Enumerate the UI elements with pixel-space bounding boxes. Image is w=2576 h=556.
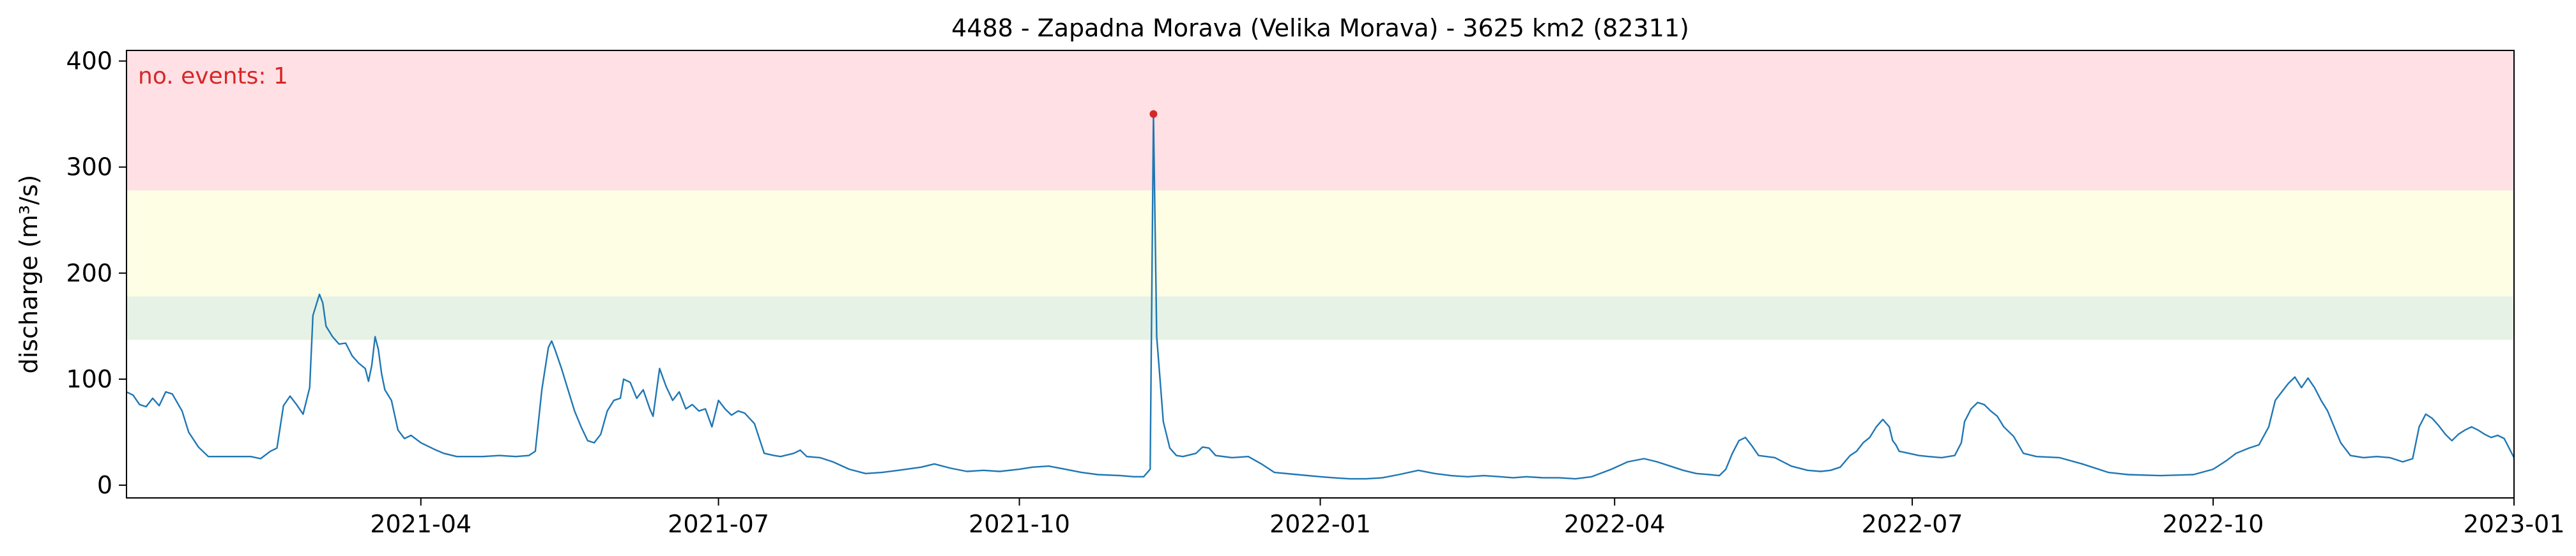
threshold-band-1: [126, 296, 2514, 340]
events-annotation: no. events: 1: [138, 63, 288, 89]
threshold-band-3: [126, 50, 2514, 191]
x-tick-label: 2021-04: [370, 510, 471, 538]
x-tick-label: 2021-07: [668, 510, 769, 538]
chart-title: 4488 - Zapadna Morava (Velika Morava) - …: [951, 14, 1689, 42]
y-axis: 0 100 200 300 400: [66, 47, 126, 499]
x-tick-label: 2023-01: [2464, 510, 2565, 538]
discharge-series: [126, 113, 2515, 480]
y-tick-label: 200: [66, 259, 112, 287]
y-axis-label: discharge (m³/s): [15, 175, 43, 374]
x-tick-label: 2022-01: [1269, 510, 1371, 538]
event-markers: [1149, 110, 1158, 118]
threshold-bands: [126, 50, 2514, 340]
x-tick-label: 2022-10: [2163, 510, 2264, 538]
x-tick-label: 2021-10: [969, 510, 1070, 538]
y-tick-label: 0: [97, 471, 112, 499]
x-tick-label: 2022-04: [1564, 510, 1666, 538]
y-tick-label: 400: [66, 47, 112, 75]
discharge-line: [126, 113, 2515, 480]
x-tick-label: 2022-07: [1862, 510, 1963, 538]
threshold-band-2: [126, 190, 2514, 297]
y-tick-label: 300: [66, 153, 112, 181]
x-axis: 2021-04 2021-07 2021-10 2022-01 2022-04 2022-…: [370, 498, 2564, 538]
y-tick-label: 100: [66, 365, 112, 393]
event-point: [1149, 110, 1158, 118]
